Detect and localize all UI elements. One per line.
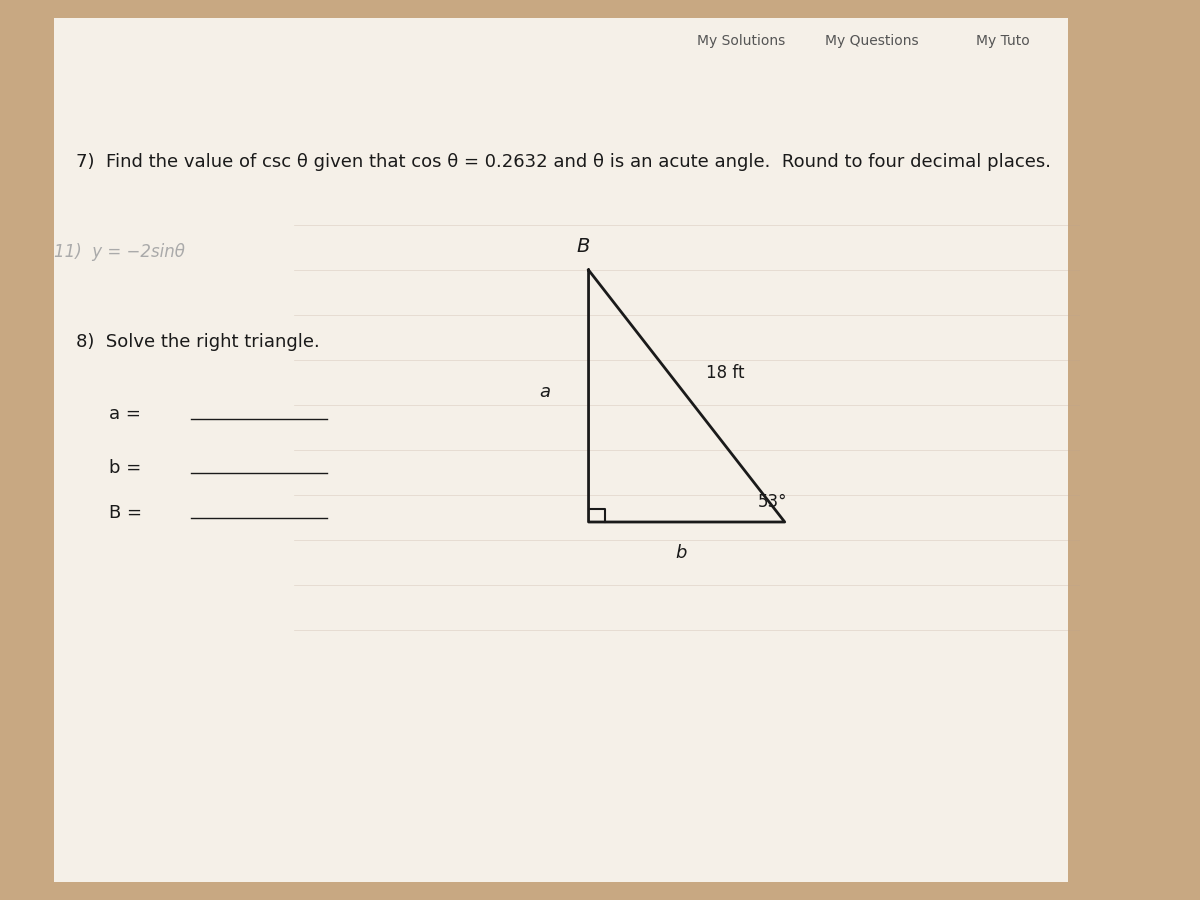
Text: 53°: 53° <box>757 493 787 511</box>
Text: a =: a = <box>109 405 140 423</box>
Text: 11)  y = −2sinθ: 11) y = −2sinθ <box>54 243 185 261</box>
Text: 8)  Solve the right triangle.: 8) Solve the right triangle. <box>77 333 320 351</box>
FancyBboxPatch shape <box>54 18 1068 882</box>
Text: My Questions: My Questions <box>826 33 919 48</box>
Text: 7)  Find the value of csc θ given that cos θ = 0.2632 and θ is an acute angle.  : 7) Find the value of csc θ given that co… <box>77 153 1051 171</box>
Text: My Tuto: My Tuto <box>976 33 1030 48</box>
Text: b =: b = <box>109 459 142 477</box>
Text: a: a <box>539 382 551 400</box>
Text: My Solutions: My Solutions <box>697 33 785 48</box>
Text: B =: B = <box>109 504 142 522</box>
Text: B: B <box>576 238 589 256</box>
Text: 18 ft: 18 ft <box>707 364 745 382</box>
Text: b: b <box>676 544 686 562</box>
